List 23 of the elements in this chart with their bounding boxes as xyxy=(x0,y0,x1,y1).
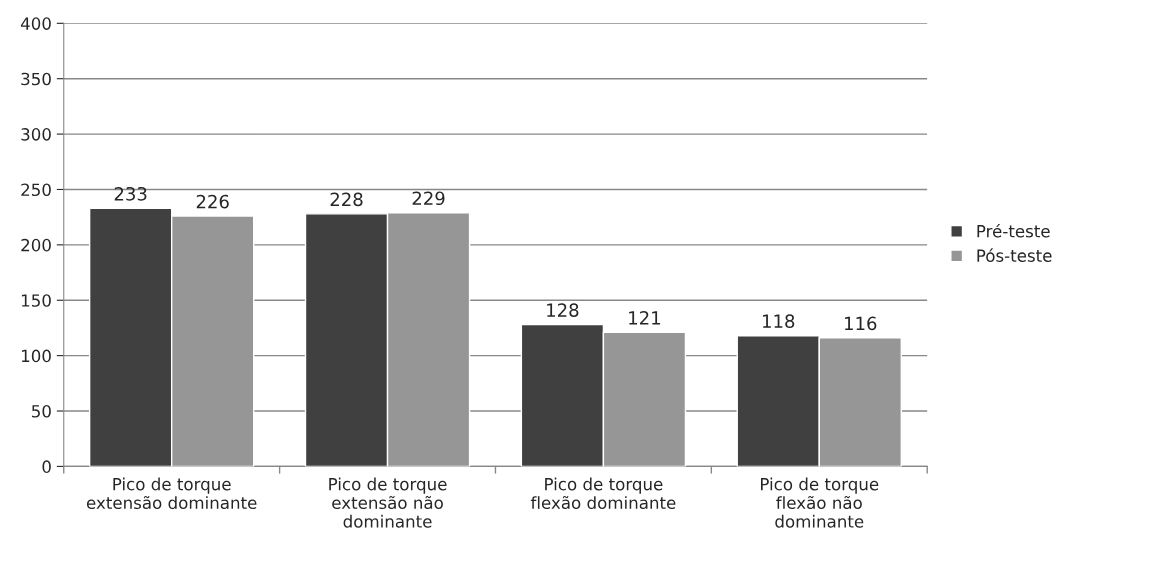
data-label: 226 xyxy=(196,194,229,209)
y-tick-label: 150 xyxy=(21,294,51,307)
data-label: 229 xyxy=(412,191,445,206)
legend-label: Pré-teste xyxy=(977,223,1050,238)
data-label: 121 xyxy=(629,311,660,325)
y-tick-label: 0 xyxy=(42,460,51,473)
y-tick-label: 400 xyxy=(20,17,51,30)
data-label: 228 xyxy=(330,192,363,207)
x-tick-label: Pico de torque extensão não dominante xyxy=(329,477,447,528)
legend-label: Pós-teste xyxy=(977,248,1052,262)
x-tick-label: Pico de torque flexão dominante xyxy=(530,477,676,510)
y-tick-label: 50 xyxy=(32,404,51,418)
y-tick-label: 250 xyxy=(21,183,51,197)
data-label: 116 xyxy=(845,316,877,331)
y-tick-label: 200 xyxy=(21,238,51,252)
data-label: 128 xyxy=(547,303,579,317)
y-tick-label: 350 xyxy=(21,72,51,86)
data-label: 118 xyxy=(763,314,795,329)
x-tick-label: Pico de torque extensão dominante xyxy=(86,477,257,510)
data-label: 233 xyxy=(114,186,147,201)
y-tick-label: 100 xyxy=(21,349,51,363)
x-tick-label: Pico de torque flexão não dominante xyxy=(761,477,879,528)
y-tick-label: 300 xyxy=(21,128,51,141)
